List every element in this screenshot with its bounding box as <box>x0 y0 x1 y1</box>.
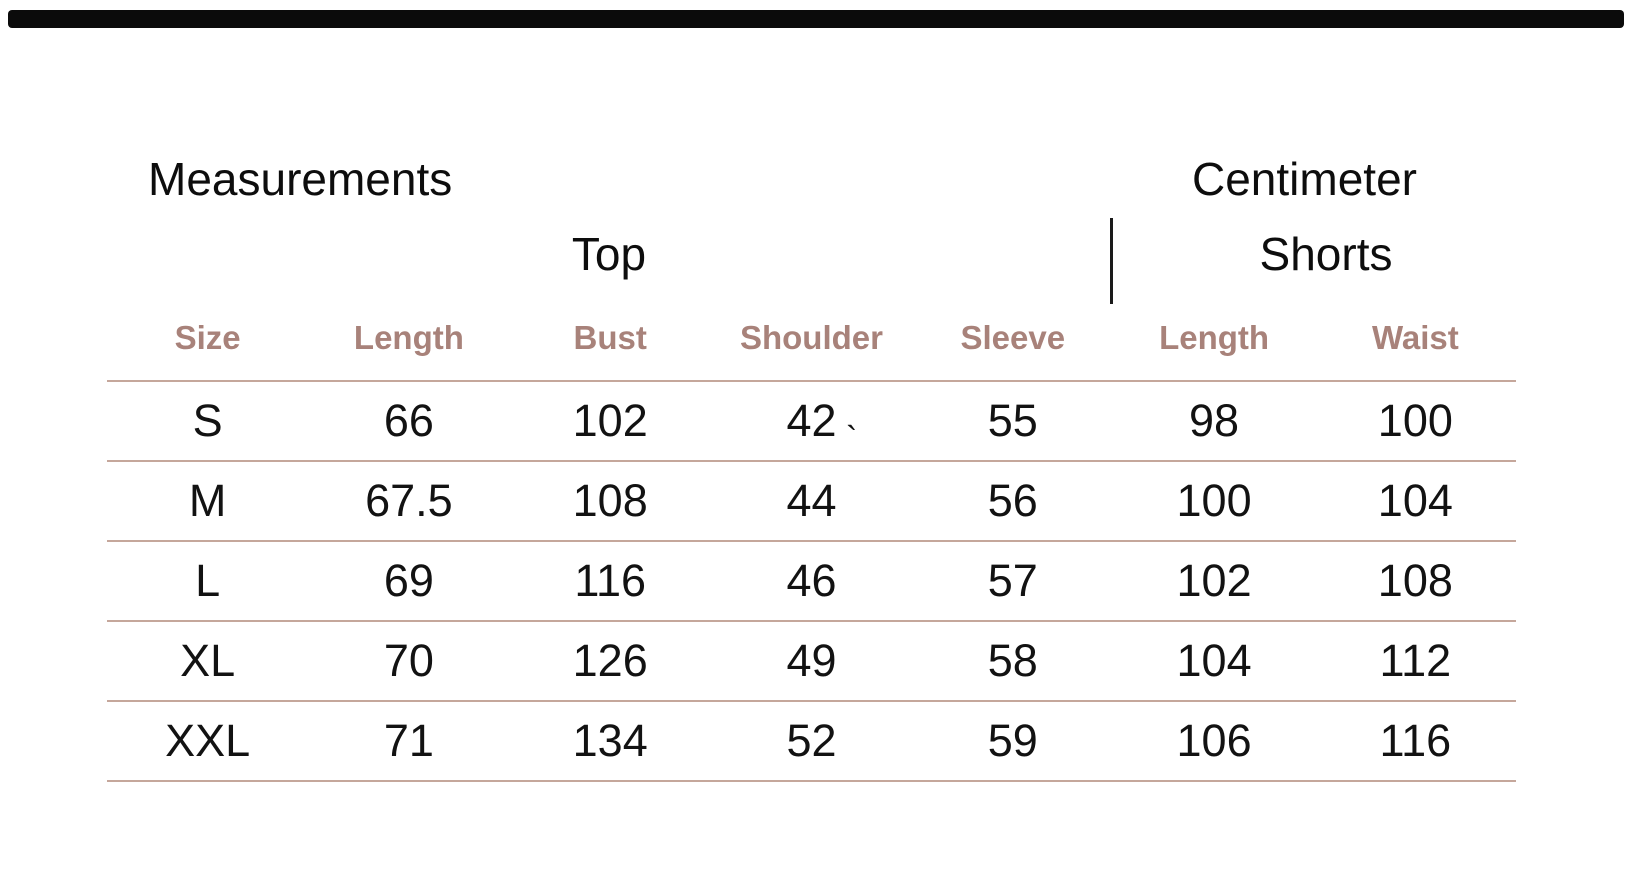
cell-sleeve: 58 <box>987 635 1038 686</box>
column-header-shorts-length: Length <box>1159 319 1270 356</box>
cell-waist: 104 <box>1377 475 1453 526</box>
cell-top-length: 67.5 <box>365 475 453 526</box>
column-header-bust: Bust <box>573 319 647 356</box>
cell-bust: 126 <box>572 635 648 686</box>
cell-waist: 100 <box>1377 395 1453 446</box>
top-crop-bar <box>8 10 1624 28</box>
cell-sleeve: 57 <box>987 555 1038 606</box>
column-header-waist: Waist <box>1371 319 1459 356</box>
cell-sleeve: 55 <box>987 395 1038 446</box>
cell-bust: 116 <box>574 555 647 606</box>
cell-top-length: 69 <box>383 555 434 606</box>
cell-shoulder: 42 <box>786 395 837 446</box>
cell-top-length: 66 <box>383 395 434 446</box>
cell-top-length: 70 <box>383 635 434 686</box>
column-header-shoulder: Shoulder <box>739 319 883 356</box>
cell-shorts-length: 104 <box>1176 635 1252 686</box>
cell-sleeve: 56 <box>987 475 1038 526</box>
cell-shorts-length: 102 <box>1176 555 1252 606</box>
cell-shorts-length: 100 <box>1176 475 1252 526</box>
table-row-m: M 67.5 108 44 56 100 104 <box>107 462 1516 542</box>
size-chart-table: Size Length Bust Shoulder Sleeve Length … <box>107 296 1516 782</box>
group-divider-line <box>1110 218 1113 304</box>
table-row-xl: XL 70 126 49 58 104 112 <box>107 622 1516 702</box>
cell-shorts-length: 98 <box>1189 395 1240 446</box>
table-row-l: L 69 116 46 57 102 108 <box>107 542 1516 622</box>
cell-size: S <box>192 395 223 446</box>
column-header-sleeve: Sleeve <box>960 319 1066 356</box>
cell-size: XXL <box>165 715 251 766</box>
cell-bust: 102 <box>572 395 648 446</box>
cell-shoulder: 49 <box>786 635 837 686</box>
cell-size: XL <box>180 635 236 686</box>
cell-size: M <box>188 475 227 526</box>
cell-waist: 108 <box>1377 555 1453 606</box>
group-label-shorts: Shorts <box>1259 228 1393 280</box>
page-title: Measurements <box>148 153 453 205</box>
cell-shoulder: 52 <box>786 715 837 766</box>
column-header-size: Size <box>174 319 241 356</box>
table-row-xxl: XXL 71 134 52 59 106 116 <box>107 702 1516 782</box>
column-header-top-length: Length <box>353 319 464 356</box>
cell-waist: 112 <box>1379 635 1452 686</box>
cell-waist: 116 <box>1379 715 1452 766</box>
cell-bust: 108 <box>572 475 648 526</box>
unit-label: Centimeter <box>1192 153 1417 205</box>
cell-shorts-length: 106 <box>1176 715 1252 766</box>
cell-top-length: 71 <box>383 715 434 766</box>
cell-bust: 134 <box>572 715 648 766</box>
cell-size: L <box>195 555 221 606</box>
cell-shoulder: 44 <box>786 475 837 526</box>
table-row-s: S 66 102 42 55 98 100 <box>107 382 1516 462</box>
group-label-top: Top <box>571 228 647 280</box>
cell-shoulder: 46 <box>786 555 837 606</box>
table-header-row: Size Length Bust Shoulder Sleeve Length … <box>107 296 1516 382</box>
cell-sleeve: 59 <box>987 715 1038 766</box>
stray-tick-mark: ` <box>846 420 858 458</box>
